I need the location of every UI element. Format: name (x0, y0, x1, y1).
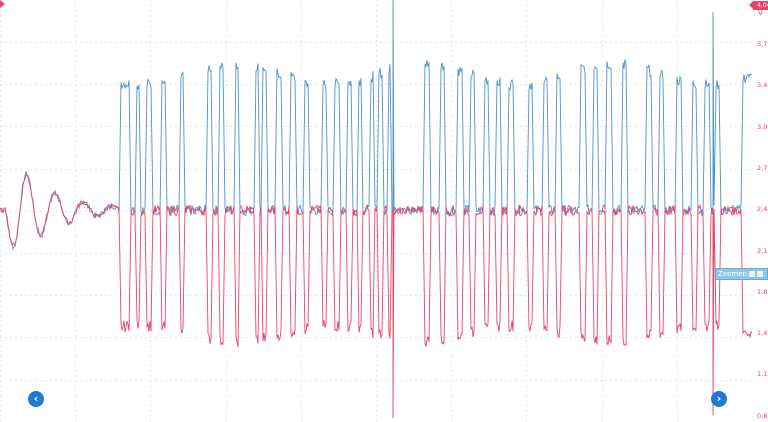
y-axis-unit: V (758, 9, 763, 17)
y-tick-label: 2,77 (757, 163, 768, 172)
y-tick-label: 1,17 (757, 370, 768, 379)
y-tick-label: 0,85 (757, 411, 768, 420)
zoom-label: Zoomen (718, 270, 747, 278)
zoom-plus-icon[interactable] (756, 271, 763, 277)
y-tick-label: 1,49 (757, 329, 768, 338)
channel-level-marker[interactable]: 4,04 (749, 1, 768, 10)
scroll-left-icon[interactable]: ‹ (28, 391, 44, 407)
left-edge-marker-icon[interactable] (0, 0, 5, 8)
y-tick-label: 3,4 (757, 81, 768, 90)
y-tick-label: 3,72 (757, 40, 768, 48)
zoom-control[interactable]: Zoomen (715, 268, 768, 280)
y-tick-label: 2,45 (757, 205, 768, 214)
oscilloscope-plot[interactable] (0, 0, 752, 422)
y-tick-label: 3,09 (757, 122, 768, 131)
y-axis: V 3,72 3,4 3,09 2,77 2,45 2,13 1,81 1,49 1,17 0,8… (752, 0, 768, 422)
zoom-minus-icon[interactable] (748, 271, 755, 277)
waveform-channel-b (0, 173, 752, 419)
scroll-right-icon[interactable]: › (711, 391, 727, 407)
y-tick-label: 2,13 (757, 246, 768, 255)
y-tick-label: 1,81 (757, 287, 768, 296)
waveform-channel-a (0, 0, 752, 251)
